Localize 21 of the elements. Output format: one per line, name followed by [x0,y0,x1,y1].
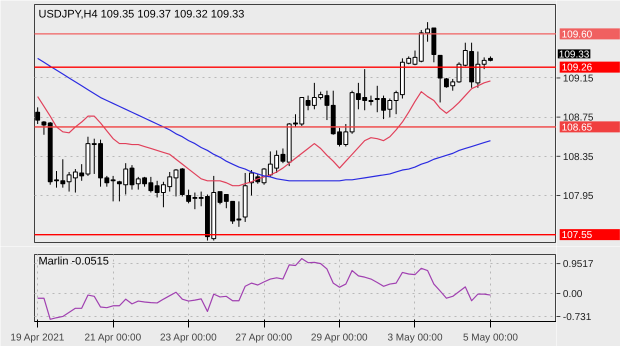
ref-line-label: 107.55 [562,230,593,242]
chart-title: Marlin -0.0515 [38,256,109,268]
x-tick-label: 19 Apr 2021 [10,332,65,344]
x-tick-label: 5 May 00:00 [462,332,518,344]
y-tick-label: -0.731 [562,312,592,323]
x-tick-label: 3 May 00:00 [387,332,443,344]
x-tick-label: 23 Apr 00:00 [160,332,218,344]
y-tick-label: 0.00 [562,289,583,300]
text: 109.33 [558,49,590,60]
chart-title: USDJPY,H4 109.35 109.37 109.32 109.33 [38,8,244,20]
ref-line-label: 109.26 [562,62,593,74]
y-tick-label: 109.15 [562,73,594,84]
y-tick-label: 108.35 [562,152,594,163]
ref-line-label: 108.65 [562,122,593,134]
x-tick-label: 29 Apr 00:00 [310,332,368,344]
y-tick-label: 108.75 [562,112,594,124]
ref-line-label: 109.60 [562,29,593,40]
x-tick-label: 21 Apr 00:00 [84,332,142,344]
y-tick-label: 0.9517 [562,259,594,270]
x-tick-label: 27 Apr 00:00 [235,332,293,344]
y-tick-label: 107.95 [562,190,594,202]
